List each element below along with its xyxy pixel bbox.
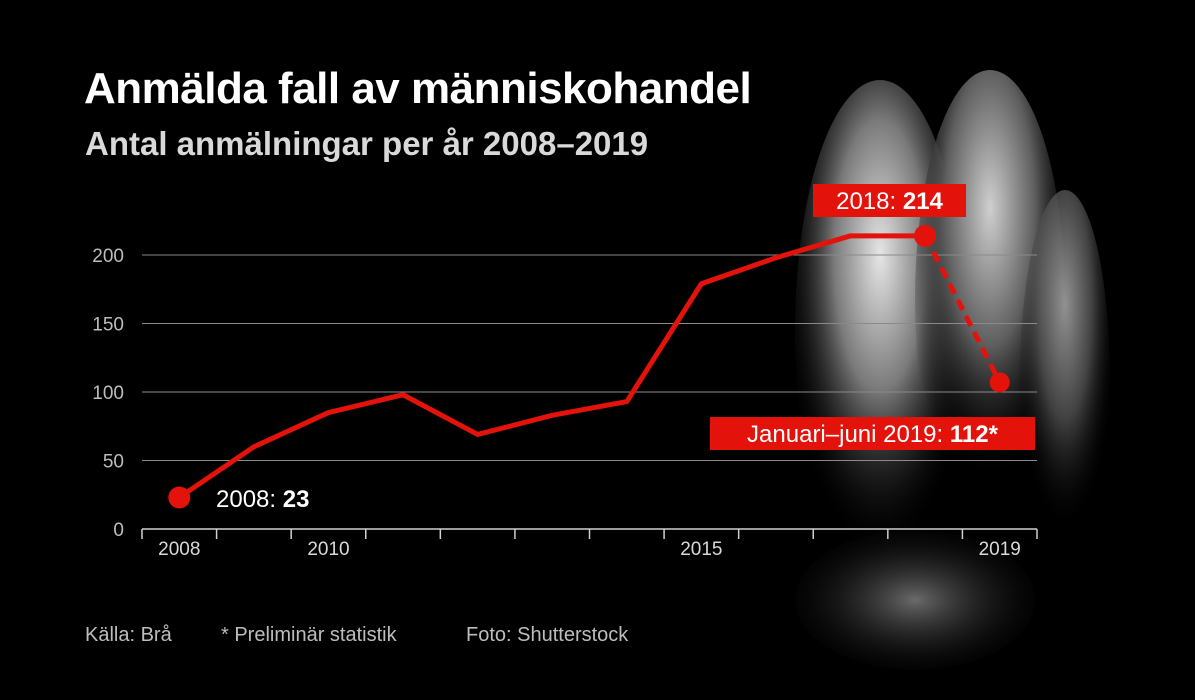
photo-credit: Foto: Shutterstock xyxy=(466,624,629,646)
data-point-2019 xyxy=(989,372,1010,393)
y-tick-label-100: 100 xyxy=(92,383,124,404)
y-tick-label-0: 0 xyxy=(113,520,124,541)
label-box-2019 xyxy=(710,417,1035,450)
series-line xyxy=(176,233,928,500)
source-note: Källa: Brå xyxy=(85,624,172,646)
y-tick-label-200: 200 xyxy=(92,246,124,267)
series-line-dashed-segment xyxy=(922,234,1002,384)
feet-shape xyxy=(795,530,1035,670)
data-point-2018 xyxy=(914,224,937,247)
chart-subtitle: Antal anmälningar per år 2008–2019 xyxy=(85,125,649,162)
data-point-2008 xyxy=(168,486,191,509)
data-label-2018: 2018: 214 xyxy=(836,188,943,215)
y-tick-label-150: 150 xyxy=(92,315,124,336)
preliminary-note: * Preliminär statistik xyxy=(221,624,397,646)
x-tick-label-2019: 2019 xyxy=(979,539,1021,560)
arm-shape xyxy=(1020,190,1110,570)
x-tick-label-2008: 2008 xyxy=(158,539,200,560)
x-tick-label-2015: 2015 xyxy=(680,539,722,560)
x-tick-label-2010: 2010 xyxy=(307,539,349,560)
chart-title: Anmälda fall av människohandel xyxy=(84,64,752,113)
label-box-2018 xyxy=(813,184,966,217)
y-tick-label-50: 50 xyxy=(103,452,124,473)
data-label-2008: 2008: 23 xyxy=(216,486,309,513)
data-label-2019: Januari–juni 2019: 112* xyxy=(747,421,999,448)
